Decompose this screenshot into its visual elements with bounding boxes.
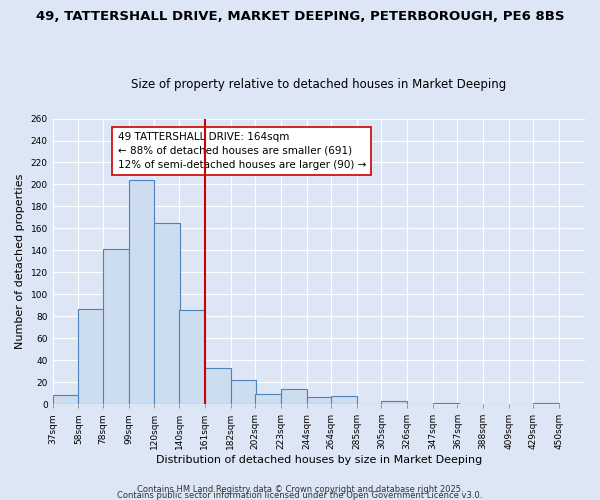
Bar [281,388,307,404]
Bar [103,249,129,404]
Bar [129,180,154,404]
Bar [53,396,79,404]
Text: 49 TATTERSHALL DRIVE: 164sqm
← 88% of detached houses are smaller (691)
12% of s: 49 TATTERSHALL DRIVE: 164sqm ← 88% of de… [118,132,366,170]
X-axis label: Distribution of detached houses by size in Market Deeping: Distribution of detached houses by size … [156,455,482,465]
Bar [179,310,205,404]
Bar [307,398,332,404]
Text: Contains HM Land Registry data © Crown copyright and database right 2025.: Contains HM Land Registry data © Crown c… [137,484,463,494]
Bar [205,368,230,404]
Bar [154,223,180,404]
Bar [230,380,256,404]
Y-axis label: Number of detached properties: Number of detached properties [15,174,25,349]
Bar [79,308,104,404]
Bar [533,403,559,404]
Text: 49, TATTERSHALL DRIVE, MARKET DEEPING, PETERBOROUGH, PE6 8BS: 49, TATTERSHALL DRIVE, MARKET DEEPING, P… [36,10,564,23]
Bar [433,403,458,404]
Bar [382,400,407,404]
Title: Size of property relative to detached houses in Market Deeping: Size of property relative to detached ho… [131,78,506,91]
Bar [255,394,281,404]
Bar [331,396,357,404]
Text: Contains public sector information licensed under the Open Government Licence v3: Contains public sector information licen… [118,490,482,500]
